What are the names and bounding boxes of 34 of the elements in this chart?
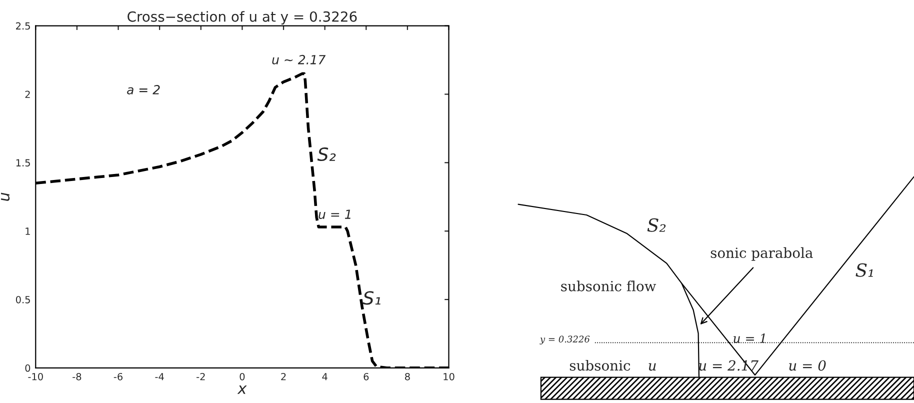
text: subsonic flow	[561, 280, 656, 292]
text: subsonic	[570, 360, 630, 371]
y-tick-label: 2.5	[16, 22, 30, 30]
text: u = 1	[734, 334, 765, 343]
annotation: u ~ 2.17	[272, 54, 326, 64]
text: y = 0.3226	[540, 336, 590, 344]
annotation: u = 1	[318, 210, 350, 219]
x-tick-label: -2	[196, 372, 205, 380]
x-tick-label: -6	[114, 372, 123, 380]
y-tick-label: 1	[26, 228, 30, 235]
x-tick-label: -10	[28, 372, 43, 380]
y-tick-label: 0.5	[16, 296, 30, 304]
x-tick-label: 0	[240, 372, 245, 380]
y-tick-label: 2	[25, 90, 30, 98]
x-tick-label: -4	[155, 373, 164, 380]
x-tick-label: 4	[322, 373, 328, 380]
annotation: S₁	[362, 291, 380, 305]
y-tick-label: 0	[25, 364, 30, 372]
y-axis-title: u	[1, 192, 10, 201]
x-tick-label: 8	[405, 372, 410, 380]
annotation: S₂	[317, 147, 336, 162]
x-axis-title: x	[237, 385, 247, 394]
text: u = 0	[789, 360, 826, 371]
chart-title: Cross−section of u at y = 0.3226	[128, 11, 357, 25]
x-tick-label: 6	[364, 372, 369, 380]
x-tick-label: -8	[72, 372, 82, 380]
text: sonic parabola	[710, 247, 813, 261]
text: S₂	[647, 218, 666, 232]
annotation: a = 2	[127, 84, 160, 94]
x-tick-label: 2	[281, 372, 286, 380]
text: S₁	[856, 263, 873, 277]
x-tick-label: 10	[444, 372, 454, 380]
text: u	[648, 363, 656, 371]
y-tick-label: 1.5	[16, 159, 30, 166]
